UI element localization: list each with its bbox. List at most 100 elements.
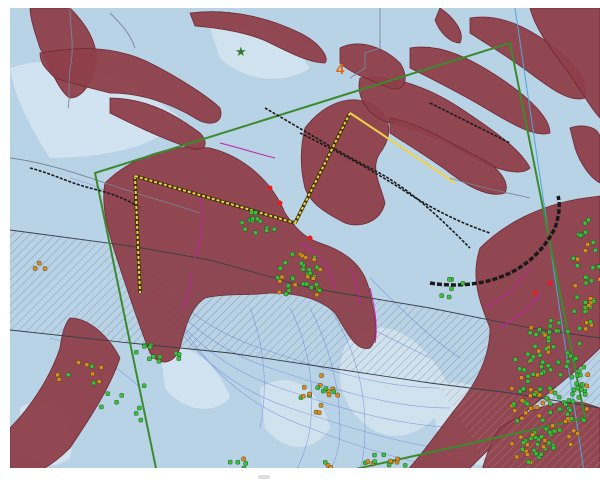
sample-point (583, 392, 588, 397)
sample-point (551, 344, 556, 350)
sample-point (563, 402, 568, 407)
sample-point (537, 387, 543, 392)
sample-point (105, 391, 111, 396)
geology-unit-far-east-strip (569, 125, 600, 184)
sample-point (309, 285, 314, 290)
sample-point (303, 255, 308, 260)
sample-point-red (547, 280, 553, 286)
dike-lines (181, 142, 541, 344)
sample-point (317, 288, 322, 293)
sample-point (511, 401, 517, 407)
sample-point (521, 386, 526, 392)
sample-point (301, 394, 306, 399)
sample-point (292, 282, 298, 287)
sample-point (544, 346, 549, 352)
sample-point (98, 365, 104, 370)
sample-point (580, 382, 585, 387)
sample-point (278, 266, 283, 271)
sample-point (521, 440, 526, 445)
sample-point (578, 233, 583, 238)
map-canvas[interactable]: ★ 4 (10, 8, 600, 478)
sample-point (528, 436, 534, 441)
sample-point (528, 387, 533, 392)
sample-point (558, 372, 563, 377)
sample-point (317, 410, 322, 415)
sample-point (542, 332, 548, 338)
sample-point (566, 398, 572, 403)
sample-point (147, 344, 153, 350)
sample-point (541, 444, 546, 449)
sample-point (570, 399, 576, 404)
sample-point (290, 251, 295, 257)
sample-point (579, 387, 584, 392)
sample-point (315, 385, 320, 390)
sample-point (66, 372, 71, 377)
sample-point (568, 442, 573, 447)
meridian-line (514, 8, 586, 478)
sample-point (301, 267, 306, 272)
map-svg[interactable]: ★ 4 (10, 8, 600, 478)
sample-point (37, 260, 42, 266)
sample-point (519, 375, 524, 380)
sample-point (133, 411, 139, 416)
sample-point (147, 356, 152, 361)
sample-point (525, 379, 531, 384)
sample-point (583, 248, 588, 253)
sample-point (584, 383, 589, 389)
sample-point (573, 283, 578, 288)
sample-point (264, 228, 269, 233)
star-icon: ★ (235, 45, 247, 60)
geology-unit-upper-left-ridge (109, 97, 206, 150)
sample-point (388, 458, 393, 464)
sample-point (571, 387, 577, 392)
sample-point (540, 400, 546, 406)
sample-point (547, 430, 553, 435)
geology-unit-northeast-blob (434, 8, 462, 44)
sample-point (548, 401, 553, 406)
sample-point (84, 362, 90, 367)
sample-point (305, 274, 311, 279)
sample-point (564, 364, 569, 369)
sample-point (381, 452, 386, 457)
sample-point (582, 305, 588, 310)
sample-point (533, 332, 539, 337)
sample-point (546, 363, 551, 368)
sample-point (527, 330, 533, 335)
horizontal-scroll-handle[interactable] (258, 475, 270, 479)
sample-point (42, 266, 48, 271)
sample-point (311, 276, 316, 281)
sample-point (365, 459, 370, 464)
sample-point (540, 418, 546, 423)
sample-point (563, 419, 568, 424)
sample-point (550, 423, 555, 428)
sample-point (575, 256, 580, 262)
sample-point (588, 296, 593, 301)
sample-point (570, 391, 575, 397)
sample-point (571, 428, 576, 433)
sample-point (584, 320, 589, 325)
sample-point (529, 325, 534, 330)
sample-point (596, 264, 600, 269)
sample-point (521, 367, 527, 373)
sample-point (253, 230, 258, 235)
sample-point (318, 267, 323, 272)
sample-point (577, 341, 582, 346)
sample-point (537, 327, 542, 332)
sample-point (525, 452, 530, 457)
sample-point (525, 401, 530, 407)
sample-point (446, 294, 452, 300)
sample-point (537, 353, 543, 358)
sample-point (565, 411, 570, 417)
geology-unit-east-finger-1 (358, 76, 531, 173)
sample-point (532, 392, 537, 397)
sample-point (546, 440, 552, 446)
sample-point (242, 226, 248, 232)
sample-point (56, 377, 62, 382)
sample-point (250, 216, 256, 222)
fault-lines (29, 102, 511, 249)
sample-point (331, 389, 336, 394)
sample-point (546, 335, 551, 340)
sample-point (548, 318, 554, 323)
sample-point (537, 413, 542, 419)
